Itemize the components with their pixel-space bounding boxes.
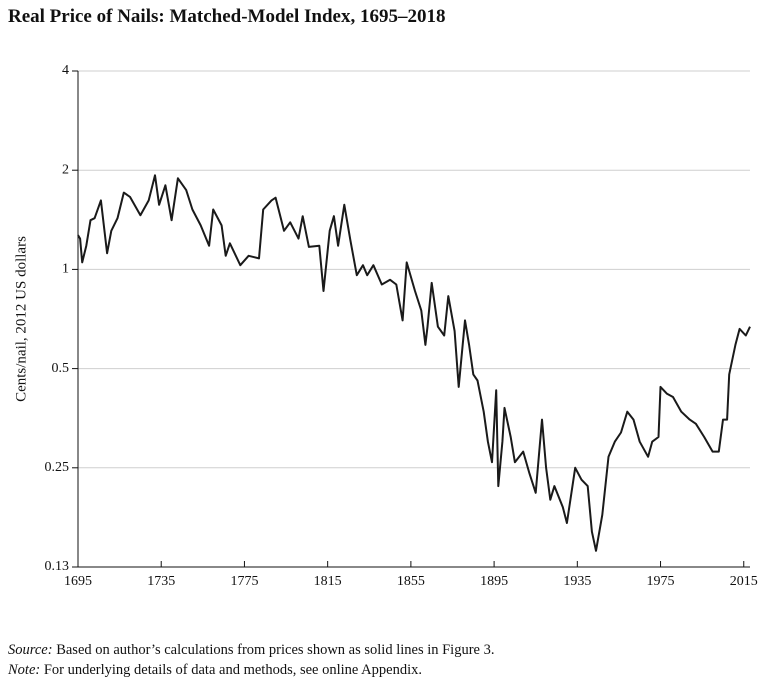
note-text: Based on author’s calculations from pric…: [56, 642, 495, 658]
y-tick-label: 0.25: [45, 460, 70, 475]
y-tick-label: 1: [62, 262, 69, 277]
note-label: Note:: [8, 662, 41, 678]
x-tick-label: 2015: [730, 574, 758, 589]
chart: 0.13 0.25 0.5 1 2 4 1695 1735 1775 1815 1855 1895 19…: [13, 63, 758, 589]
x-tick-label: 1975: [647, 574, 675, 589]
x-tick-label: 1895: [480, 574, 508, 589]
x-tick-label: 1735: [147, 574, 175, 589]
y-tick-label: 4: [62, 63, 69, 78]
y-tick-label: 2: [62, 162, 69, 177]
x-tick-label: 1775: [230, 574, 258, 589]
note-label: Source:: [8, 642, 53, 658]
note-text: For underlying details of data and metho…: [43, 662, 422, 678]
y-tick-label: 0.13: [45, 559, 70, 574]
note: Source: Based on author’s calculations f…: [8, 640, 494, 660]
x-tick-label: 1695: [64, 574, 92, 589]
note: Note: For underlying details of data and…: [8, 660, 494, 680]
y-axis-label: Cents/nail, 2012 US dollars: [13, 236, 29, 402]
x-tick-label: 1935: [563, 574, 591, 589]
x-tick-label: 1815: [314, 574, 342, 589]
data-line: [77, 174, 751, 552]
y-tick-label: 0.5: [52, 361, 70, 376]
notes: Source: Based on author’s calculations f…: [8, 640, 494, 680]
x-tick-label: 1855: [397, 574, 425, 589]
chart-title: Real Price of Nails: Matched-Model Index…: [8, 6, 446, 27]
